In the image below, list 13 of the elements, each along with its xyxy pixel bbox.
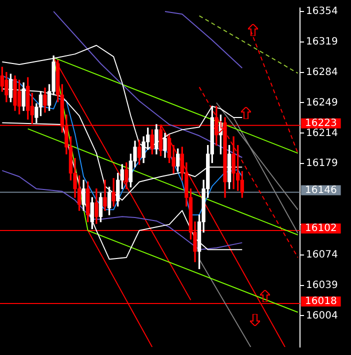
y-tick-label: 16004 (306, 310, 338, 322)
y-tick-label: 16074 (306, 249, 338, 260)
ref-line-label: 16018 (305, 296, 337, 308)
ref-line-label: 16223 (305, 118, 337, 129)
ref-line-label: 16146 (305, 184, 337, 196)
y-tick-label: 16214 (306, 128, 338, 139)
y-tick-label: 16354 (306, 6, 338, 18)
ref-line-label: 16102 (305, 223, 337, 234)
y-tick-label: 16319 (306, 36, 338, 48)
y-tick-label: 16284 (306, 66, 338, 78)
y-tick-label: 16039 (306, 280, 338, 291)
y-tick-label: 16179 (306, 158, 338, 170)
y-tick-label: 16249 (306, 97, 338, 108)
